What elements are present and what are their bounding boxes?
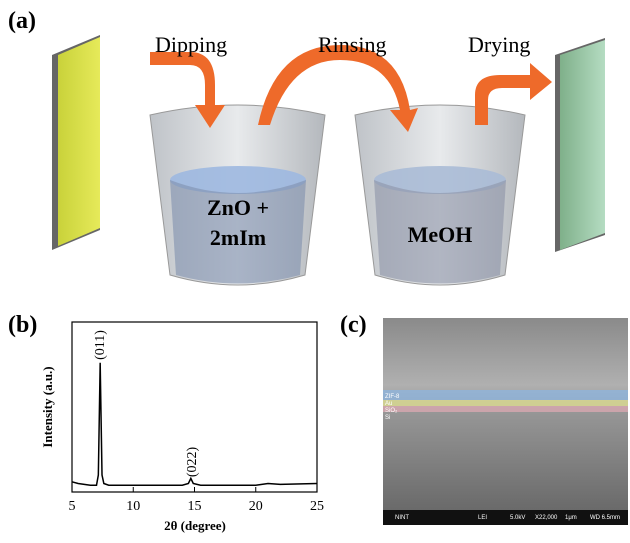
info-text: WD 6.5mm	[590, 515, 620, 521]
layer-label: Si	[385, 415, 390, 421]
figure: (a) Dipping Rinsing Drying ZnO + 2mIm Me…	[0, 0, 630, 543]
step-label: Drying	[468, 32, 530, 57]
solution-label: 2mIm	[210, 225, 266, 250]
x-tick-label: 10	[126, 499, 140, 514]
info-text: LEI	[478, 515, 487, 521]
solution-label: MeOH	[408, 222, 473, 247]
x-tick-label: 20	[249, 499, 263, 514]
substrate	[58, 37, 100, 246]
layer-zif8	[383, 390, 628, 400]
sem-background	[383, 318, 628, 510]
layer-sio2	[383, 406, 628, 412]
sem-image: (c) ZIF-8 Au SiO₂ Si NINT LEI 5.0kV X22,…	[340, 312, 628, 525]
peak-label: (011)	[93, 330, 108, 360]
x-tick-label: 15	[188, 499, 202, 514]
panel-label: (a)	[8, 8, 36, 34]
layer-label: SiO₂	[385, 408, 398, 414]
layer-au	[383, 400, 628, 406]
info-text: NINT	[395, 515, 409, 521]
panel-label: (b)	[8, 312, 37, 338]
x-tick-label: 5	[69, 499, 76, 514]
peak-label: (022)	[185, 447, 200, 478]
xrd-chart: (b) 2θ (degree) Intensity (a.u.) 5 10 15 20…	[8, 312, 324, 533]
info-text: X22,000	[535, 515, 558, 521]
step-label: Dipping	[155, 32, 227, 57]
info-text: 5.0kV	[510, 515, 525, 521]
x-axis-label: 2θ (degree)	[164, 518, 226, 533]
info-text: 1μm	[565, 515, 577, 521]
layer-label: Au	[385, 401, 392, 407]
substrate	[560, 40, 605, 250]
y-axis-label: Intensity (a.u.)	[40, 366, 55, 447]
solution-label: ZnO +	[207, 195, 269, 220]
step-label: Rinsing	[318, 32, 386, 57]
x-tick-label: 25	[310, 499, 324, 514]
panel-label: (c)	[340, 312, 367, 338]
page: {"panel_a": {"label": "(a)", "steps": ["…	[0, 0, 630, 543]
layer-label: ZIF-8	[385, 394, 400, 400]
beaker	[355, 105, 525, 285]
